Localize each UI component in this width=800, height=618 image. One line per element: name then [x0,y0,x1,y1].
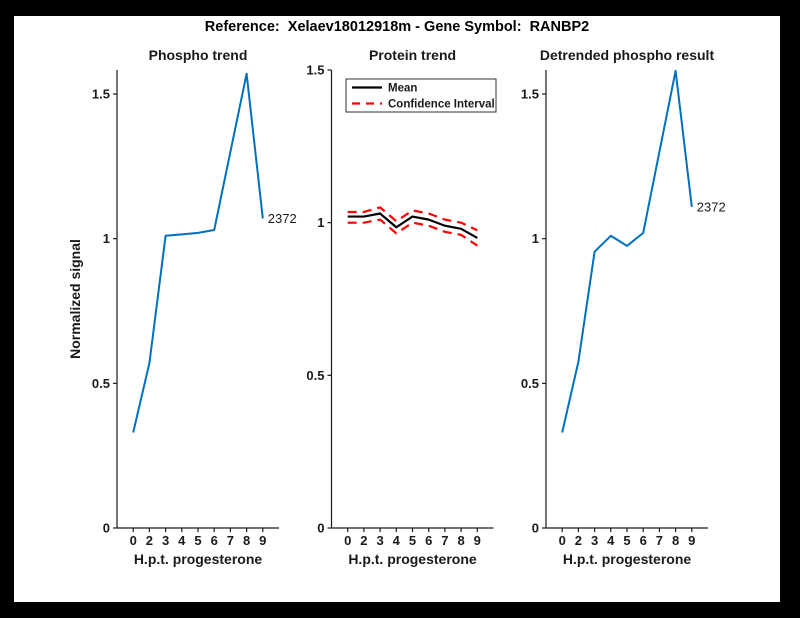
x-tick-label: 6 [211,533,218,548]
y-tick-label: 0 [317,521,324,536]
x-tick-label: 9 [474,533,481,548]
x-tick-label: 8 [243,533,250,548]
y-tick-label: 0.5 [92,376,110,391]
x-axis-label: H.p.t. progesterone [134,551,263,567]
figure-title: Reference: Xelaev18012918m - Gene Symbol… [204,19,590,35]
x-tick-label: 7 [656,533,663,548]
y-tick-label: 0 [532,521,539,536]
x-tick-label: 6 [640,533,647,548]
x-tick-label: 0 [130,533,137,548]
y-tick-label: 1 [103,231,110,246]
legend-label: Mean [388,83,417,95]
data-line-detrended-signal [561,69,693,433]
endpoint-label: 2372 [268,211,297,226]
figure-canvas: Reference: Xelaev18012918m - Gene Symbol… [14,16,780,602]
x-tick-label: 2 [575,533,582,548]
x-tick-label: 4 [178,533,186,548]
x-tick-label: 3 [162,533,169,548]
x-tick-label: 2 [146,533,153,548]
x-tick-label: 9 [688,533,695,548]
y-tick-label: 0.5 [306,368,324,383]
y-tick-label: 0 [103,521,110,536]
x-tick-label: 8 [457,533,464,548]
x-tick-label: 7 [441,533,448,548]
y-tick-label: 1 [532,231,539,246]
y-tick-label: 0.5 [521,376,539,391]
data-line-phospho-signal [132,72,264,433]
x-tick-label: 3 [376,533,383,548]
subplot-title: Protein trend [369,47,456,63]
y-tick-label: 1.5 [306,63,324,78]
y-axis-label: Normalized signal [67,239,83,359]
legend-label: Confidence Interval [388,99,495,111]
x-axis-label: H.p.t. progesterone [348,551,477,567]
x-tick-label: 5 [409,533,416,548]
data-line-ci-lower [347,218,478,247]
legend-box [345,78,497,113]
x-tick-label: 5 [623,533,630,548]
data-line-ci-upper [347,206,478,232]
x-tick-label: 9 [259,533,266,548]
y-tick-label: 1 [317,215,324,230]
x-tick-label: 8 [672,533,679,548]
x-tick-label: 4 [393,533,401,548]
x-tick-label: 3 [591,533,598,548]
y-tick-label: 1.5 [521,87,539,102]
x-tick-label: 4 [607,533,615,548]
x-tick-label: 7 [227,533,234,548]
x-tick-label: 0 [559,533,566,548]
endpoint-label: 2372 [697,199,726,214]
subplot-title: Detrended phospho result [540,47,715,63]
x-tick-label: 5 [194,533,201,548]
x-axis-label: H.p.t. progesterone [563,551,692,567]
x-tick-label: 0 [344,533,351,548]
subplot-title: Phospho trend [149,47,248,63]
y-tick-label: 1.5 [92,87,110,102]
x-tick-label: 6 [425,533,432,548]
x-tick-label: 2 [360,533,367,548]
data-line-mean [347,212,478,239]
